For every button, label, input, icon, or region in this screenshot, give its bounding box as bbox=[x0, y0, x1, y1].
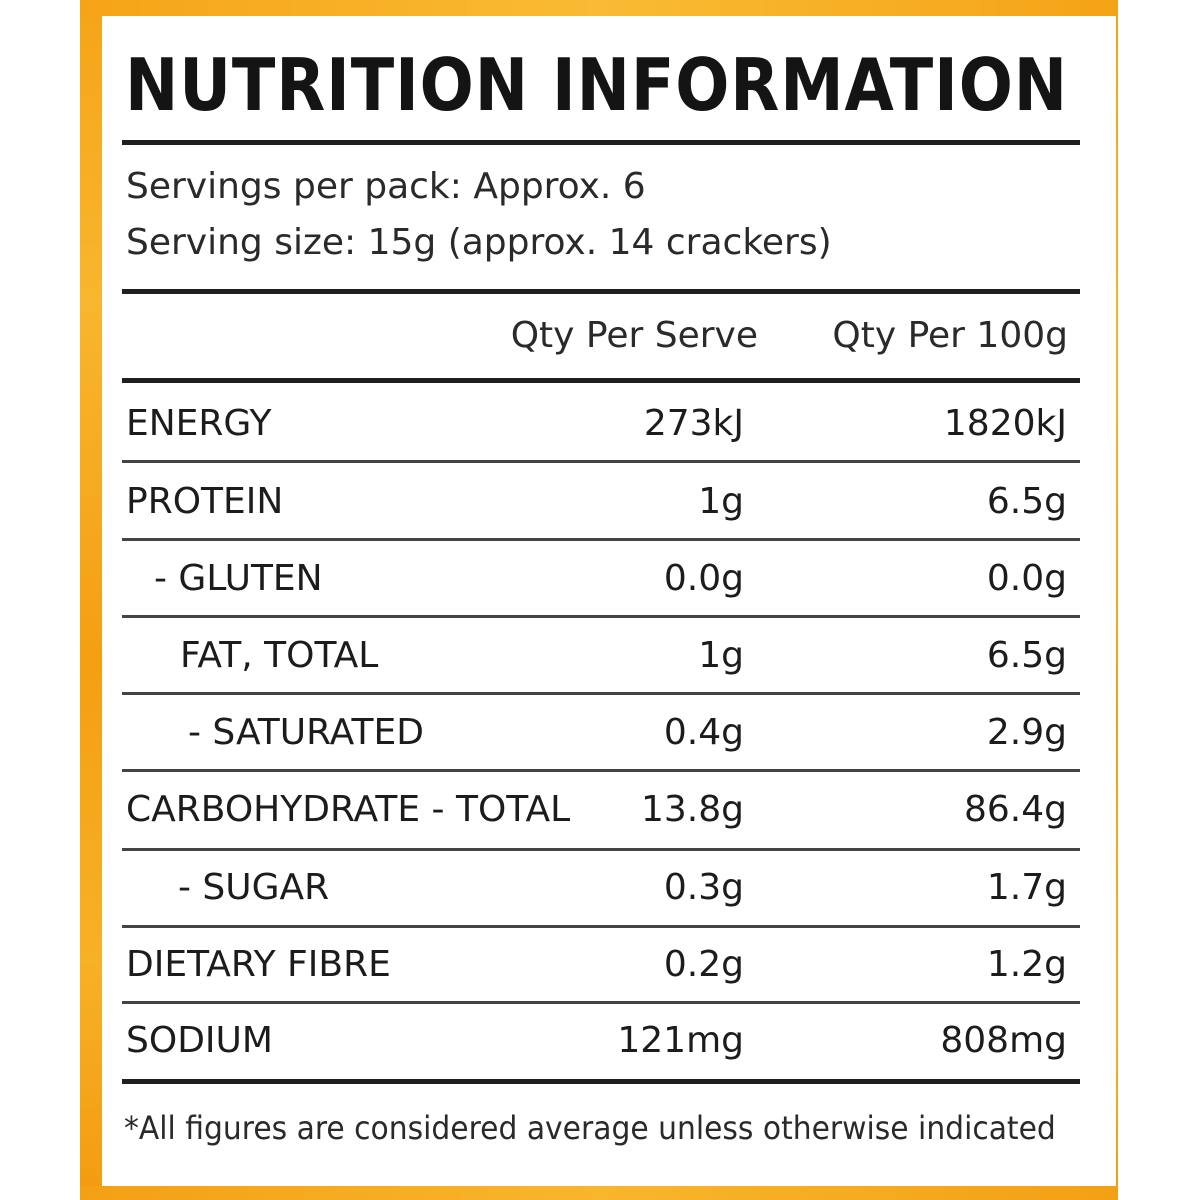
orange-frame-left bbox=[80, 0, 102, 1200]
servings-divider bbox=[122, 289, 1080, 294]
row-divider bbox=[122, 538, 1080, 541]
row-divider bbox=[122, 925, 1080, 928]
row-label-sodium: SODIUM bbox=[126, 1020, 273, 1061]
row-value-dietary-fibre-per-100g: 1.2g bbox=[986, 944, 1067, 985]
column-header-per-serve: Qty Per Serve bbox=[510, 315, 758, 356]
row-value-gluten-per-serve: 0.0g bbox=[663, 558, 744, 599]
row-value-fat-total-per-100g: 6.5g bbox=[986, 635, 1067, 676]
row-divider bbox=[122, 769, 1080, 772]
row-value-sodium-per-serve: 121mg bbox=[617, 1020, 744, 1061]
orange-frame-top bbox=[80, 0, 1118, 16]
row-label-dietary-fibre: DIETARY FIBRE bbox=[126, 944, 391, 985]
orange-frame-bottom bbox=[80, 1186, 1118, 1200]
row-value-dietary-fibre-per-serve: 0.2g bbox=[663, 944, 744, 985]
row-value-sugar-per-100g: 1.7g bbox=[986, 867, 1067, 908]
row-divider bbox=[122, 460, 1080, 463]
title-divider bbox=[122, 140, 1080, 145]
row-label-protein: PROTEIN bbox=[126, 481, 284, 522]
table-bottom-divider bbox=[122, 1079, 1080, 1084]
row-divider bbox=[122, 848, 1080, 851]
footnote: *All figures are considered average unle… bbox=[124, 1109, 1056, 1147]
row-value-fat-total-per-serve: 1g bbox=[698, 635, 744, 676]
row-divider bbox=[122, 692, 1080, 695]
row-value-saturated-per-100g: 2.9g bbox=[986, 712, 1067, 753]
row-label-carbohydrate-total: CARBOHYDRATE - TOTAL bbox=[126, 789, 571, 830]
row-divider bbox=[122, 1001, 1080, 1004]
row-label-gluten: - GLUTEN bbox=[154, 558, 323, 599]
nutrition-title: NUTRITION INFORMATION bbox=[125, 43, 1068, 127]
row-value-energy-per-serve: 273kJ bbox=[643, 403, 744, 444]
column-header-per-100g: Qty Per 100g bbox=[832, 315, 1068, 356]
row-value-carbohydrate-per-serve: 13.8g bbox=[640, 789, 744, 830]
row-value-sodium-per-100g: 808mg bbox=[940, 1020, 1067, 1061]
row-label-fat-total: FAT, TOTAL bbox=[180, 635, 379, 676]
row-divider bbox=[122, 615, 1080, 618]
row-value-protein-per-100g: 6.5g bbox=[986, 481, 1067, 522]
row-value-gluten-per-100g: 0.0g bbox=[986, 558, 1067, 599]
row-value-protein-per-serve: 1g bbox=[698, 481, 744, 522]
row-label-sugar: - SUGAR bbox=[178, 867, 330, 908]
header-divider bbox=[122, 378, 1080, 383]
nutrition-panel bbox=[102, 16, 1116, 1186]
serving-size: Serving size: 15g (approx. 14 crackers) bbox=[126, 222, 832, 263]
row-value-carbohydrate-per-100g: 86.4g bbox=[963, 789, 1067, 830]
row-value-saturated-per-serve: 0.4g bbox=[663, 712, 744, 753]
row-value-energy-per-100g: 1820kJ bbox=[943, 403, 1067, 444]
row-label-energy: ENERGY bbox=[126, 403, 272, 444]
row-value-sugar-per-serve: 0.3g bbox=[663, 867, 744, 908]
servings-per-pack: Servings per pack: Approx. 6 bbox=[126, 166, 646, 207]
row-label-saturated: - SATURATED bbox=[188, 712, 424, 753]
